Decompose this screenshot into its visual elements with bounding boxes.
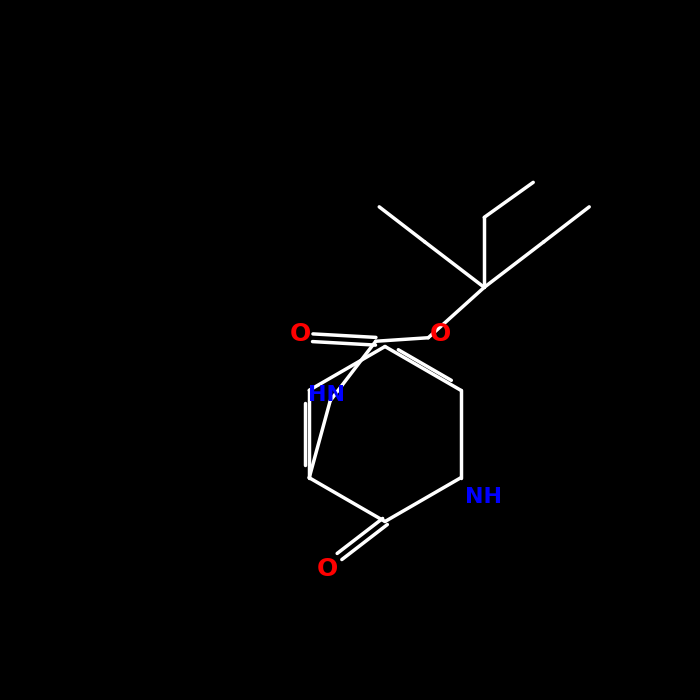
Text: HN: HN [308, 385, 345, 405]
Text: O: O [290, 322, 311, 346]
Text: O: O [430, 322, 452, 346]
Text: NH: NH [465, 487, 502, 508]
Text: O: O [316, 557, 337, 581]
